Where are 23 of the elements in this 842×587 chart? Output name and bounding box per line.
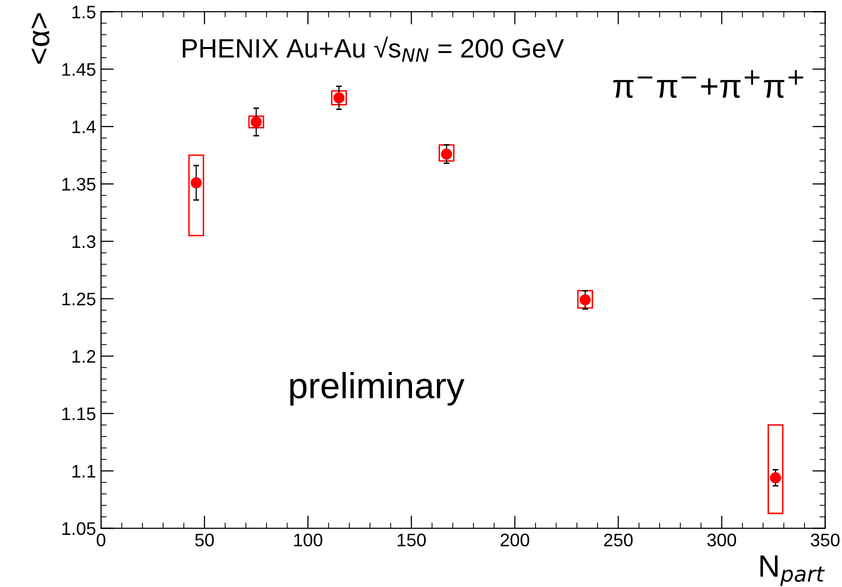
- text: PHENIX Au+Au √s$_{NN}$ = 200 GeV: [182, 36, 564, 62]
- x-tick-label: 0: [96, 534, 106, 546]
- x-axis-title: N$_{part}$: [760, 556, 825, 586]
- y-tick-label: 1.15: [62, 408, 96, 420]
- x-tick-label: 300: [707, 534, 736, 546]
- x-tick-label: 350: [810, 534, 840, 546]
- annotation: preliminary: [290, 372, 464, 406]
- x-tick-label: 100: [294, 534, 322, 546]
- y-tick-label: 1.4: [72, 120, 96, 134]
- x-tick-label: 250: [604, 534, 633, 546]
- annotation: π$^{−}$π$^{−}$+π$^{+}$π$^{+}$: [613, 70, 804, 98]
- y-tick-label: 1.5: [72, 6, 96, 18]
- y-tick-label: 1.05: [62, 522, 96, 536]
- y-axis-title: <α>: [31, 13, 50, 64]
- x-tick-label: 200: [500, 534, 530, 546]
- y-tick-label: 1.25: [62, 292, 96, 306]
- y-tick-label: 1.35: [62, 178, 96, 191]
- y-tick-label: 1.1: [72, 465, 96, 478]
- y-tick-label: 1.2: [72, 350, 96, 363]
- y-tick-label: 1.45: [62, 63, 96, 76]
- x-tick-label: 150: [398, 534, 426, 546]
- x-tick-label: 50: [195, 534, 214, 546]
- y-tick-label: 1.3: [72, 235, 96, 248]
